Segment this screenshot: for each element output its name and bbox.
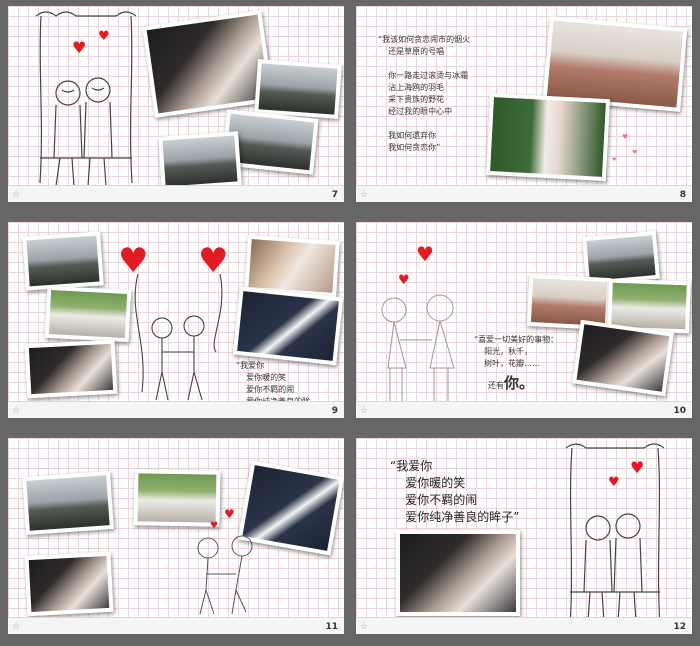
swing-drawing — [35, 11, 137, 187]
you-emphasis: 你。 — [504, 374, 535, 392]
heart-balloon-icon: ♥ — [198, 241, 229, 281]
heart-icon: ♥ — [612, 157, 617, 163]
photo-couple[interactable] — [24, 339, 118, 399]
slide-10[interactable]: ♥ ♥ “喜爱一切美好的事物： 阳光，秋千， 树叶，花瓣…… 还有你。 ☆ 10 — [356, 222, 692, 418]
poem-text: “我该如何贪恋闹市的烟火 还是草原的号唱 你一路走过滚烫与冰霜 沾上海鸥的羽毛 … — [378, 35, 471, 152]
heart-icon: ♥ — [72, 38, 87, 57]
photo-couple[interactable] — [396, 530, 520, 616]
quote-text: “我爱你 爱你暖的笑 爱你不羁的闹 爱你纯净善良的眸子” — [390, 459, 520, 524]
closing-line: 还有你。 — [488, 374, 535, 392]
couple-sketch-drawing — [381, 294, 455, 402]
photo-table[interactable] — [44, 285, 132, 343]
heart-icon: ♥ — [608, 475, 620, 490]
photo-couple[interactable] — [24, 551, 114, 617]
heart-balloon-icon: ♥ — [118, 241, 149, 281]
slide-8[interactable]: “我该如何贪恋闹市的烟火 还是草原的号唱 你一路走过滚烫与冰霜 沾上海鸥的羽毛 … — [356, 6, 692, 202]
heart-icon: ♥ — [416, 242, 434, 266]
heart-icon: ♥ — [630, 458, 645, 477]
slide-11[interactable]: ♥ ♥ ☆ 11 — [8, 438, 344, 634]
photo-table[interactable] — [133, 469, 221, 527]
slide-number: 8 — [679, 190, 686, 200]
heart-icon: ♥ — [224, 507, 235, 521]
couple-balloon-drawing — [134, 273, 223, 401]
poem-text: “喜爱一切美好的事物： 阳光，秋千， 树叶，花瓣…… — [474, 335, 559, 368]
slide-footer: ☆ 11 — [8, 617, 344, 634]
slide-footer: ☆ 8 — [356, 185, 692, 202]
slide-number: 9 — [331, 406, 338, 416]
slide-footer: ☆ 7 — [8, 185, 344, 202]
swing-drawing — [565, 443, 665, 629]
couple-holding-hands-drawing — [197, 535, 253, 615]
slide-9[interactable]: ♥ ♥ “我爱你 爱你暖的笑 爱你不羁的闹 爱你纯净善良的眸 子” ☆ 9 — [8, 222, 344, 418]
heart-icon: ♥ — [210, 521, 219, 531]
slide-footer: ☆ 12 — [356, 617, 692, 634]
star-icon: ☆ — [12, 622, 21, 632]
star-icon: ☆ — [12, 190, 21, 200]
slide-number: 12 — [673, 622, 686, 632]
star-icon: ☆ — [360, 406, 369, 416]
star-icon: ☆ — [12, 406, 21, 416]
photo-couple[interactable] — [572, 319, 674, 397]
photo-bouquet[interactable] — [485, 92, 611, 182]
heart-icon: ♥ — [632, 149, 638, 156]
photo-bride-hill[interactable] — [22, 471, 114, 535]
star-icon: ☆ — [360, 190, 369, 200]
photo-groom-suit[interactable] — [232, 286, 344, 366]
slide-number: 11 — [325, 622, 338, 632]
photo-bride-hill[interactable] — [254, 59, 342, 119]
heart-icon: ♥ — [398, 273, 410, 288]
slide-footer: ☆ 10 — [356, 401, 692, 418]
slide-number: 10 — [673, 406, 686, 416]
slide-footer: ☆ 9 — [8, 401, 344, 418]
slide-12[interactable]: “我爱你 爱你暖的笑 爱你不羁的闹 爱你纯净善良的眸子” ♥ ♥ ☆ 12 — [356, 438, 692, 634]
heart-icon: ♥ — [622, 133, 629, 141]
photo-bride-hill[interactable] — [158, 131, 242, 191]
slide-number: 7 — [331, 190, 338, 200]
heart-icon: ♥ — [98, 29, 110, 44]
star-icon: ☆ — [360, 622, 369, 632]
slide-7[interactable]: ♥ ♥ ☆ 7 — [8, 6, 344, 202]
photo-bride-hill[interactable] — [22, 231, 104, 291]
